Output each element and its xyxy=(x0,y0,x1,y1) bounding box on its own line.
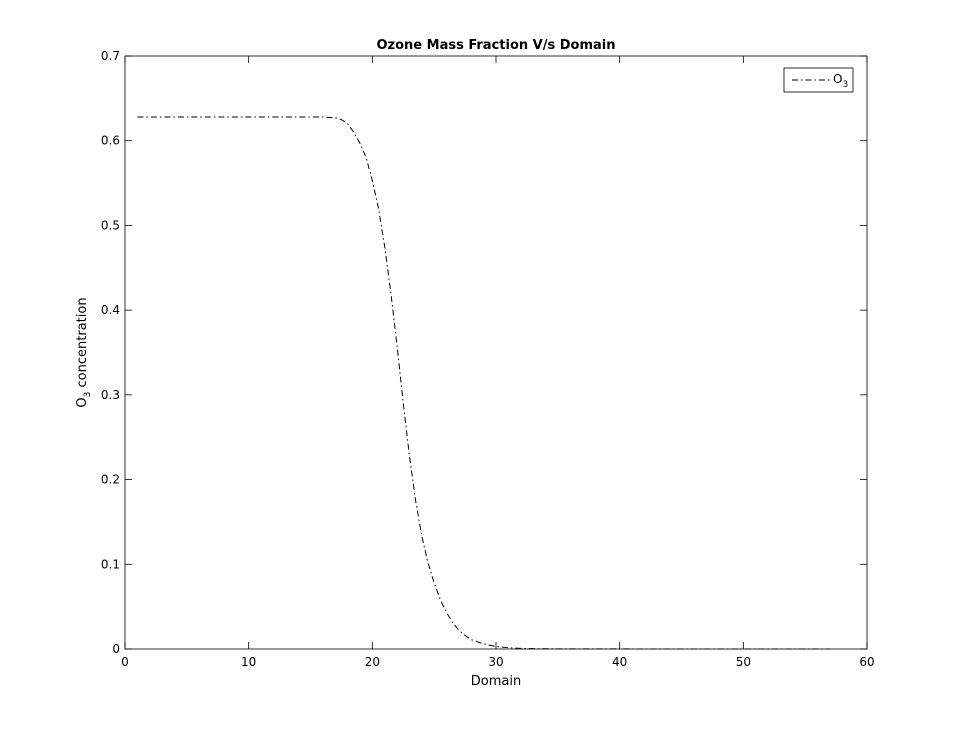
y-axis-label: O3 concentration xyxy=(75,297,93,407)
chart-title: Ozone Mass Fraction V/s Domain xyxy=(376,38,615,53)
x-tick-label: 0 xyxy=(121,655,129,669)
x-tick-label: 60 xyxy=(859,655,874,669)
axis-ticks xyxy=(124,55,868,650)
x-axis-label: Domain xyxy=(471,674,521,689)
x-tick-label: 40 xyxy=(612,655,627,669)
y-tick-label: 0.5 xyxy=(101,218,120,232)
axis-tick-labels: 0 10 20 30 40 50 60 0 0.1 0.2 0.3 0.4 0.5 0.6 0.7 xyxy=(101,49,875,669)
x-tick-label: 10 xyxy=(241,655,256,669)
legend-label-subscript: 3 xyxy=(842,80,848,90)
y-tick-label: 0.4 xyxy=(101,303,120,317)
x-tick-label: 20 xyxy=(365,655,380,669)
y-axis-label-rest: concentration xyxy=(75,297,90,391)
y-tick-label: 0 xyxy=(112,642,120,656)
y-axis-label-subscript: 3 xyxy=(83,392,93,398)
plot-area xyxy=(124,55,868,650)
y-tick-label: 0.2 xyxy=(101,473,120,487)
x-tick-label: 50 xyxy=(736,655,751,669)
series-line-o3 xyxy=(137,116,830,650)
y-tick-label: 0.7 xyxy=(101,49,120,63)
y-tick-label: 0.6 xyxy=(101,134,120,148)
series-layer xyxy=(137,116,830,650)
legend-label-main: O xyxy=(833,72,842,86)
x-tick-label: 30 xyxy=(488,655,503,669)
y-tick-label: 0.1 xyxy=(101,557,120,571)
y-axis-label-main: O xyxy=(75,397,90,407)
legend: O3 xyxy=(783,67,854,93)
y-tick-label: 0.3 xyxy=(101,388,120,402)
legend-label: O3 xyxy=(833,72,848,90)
